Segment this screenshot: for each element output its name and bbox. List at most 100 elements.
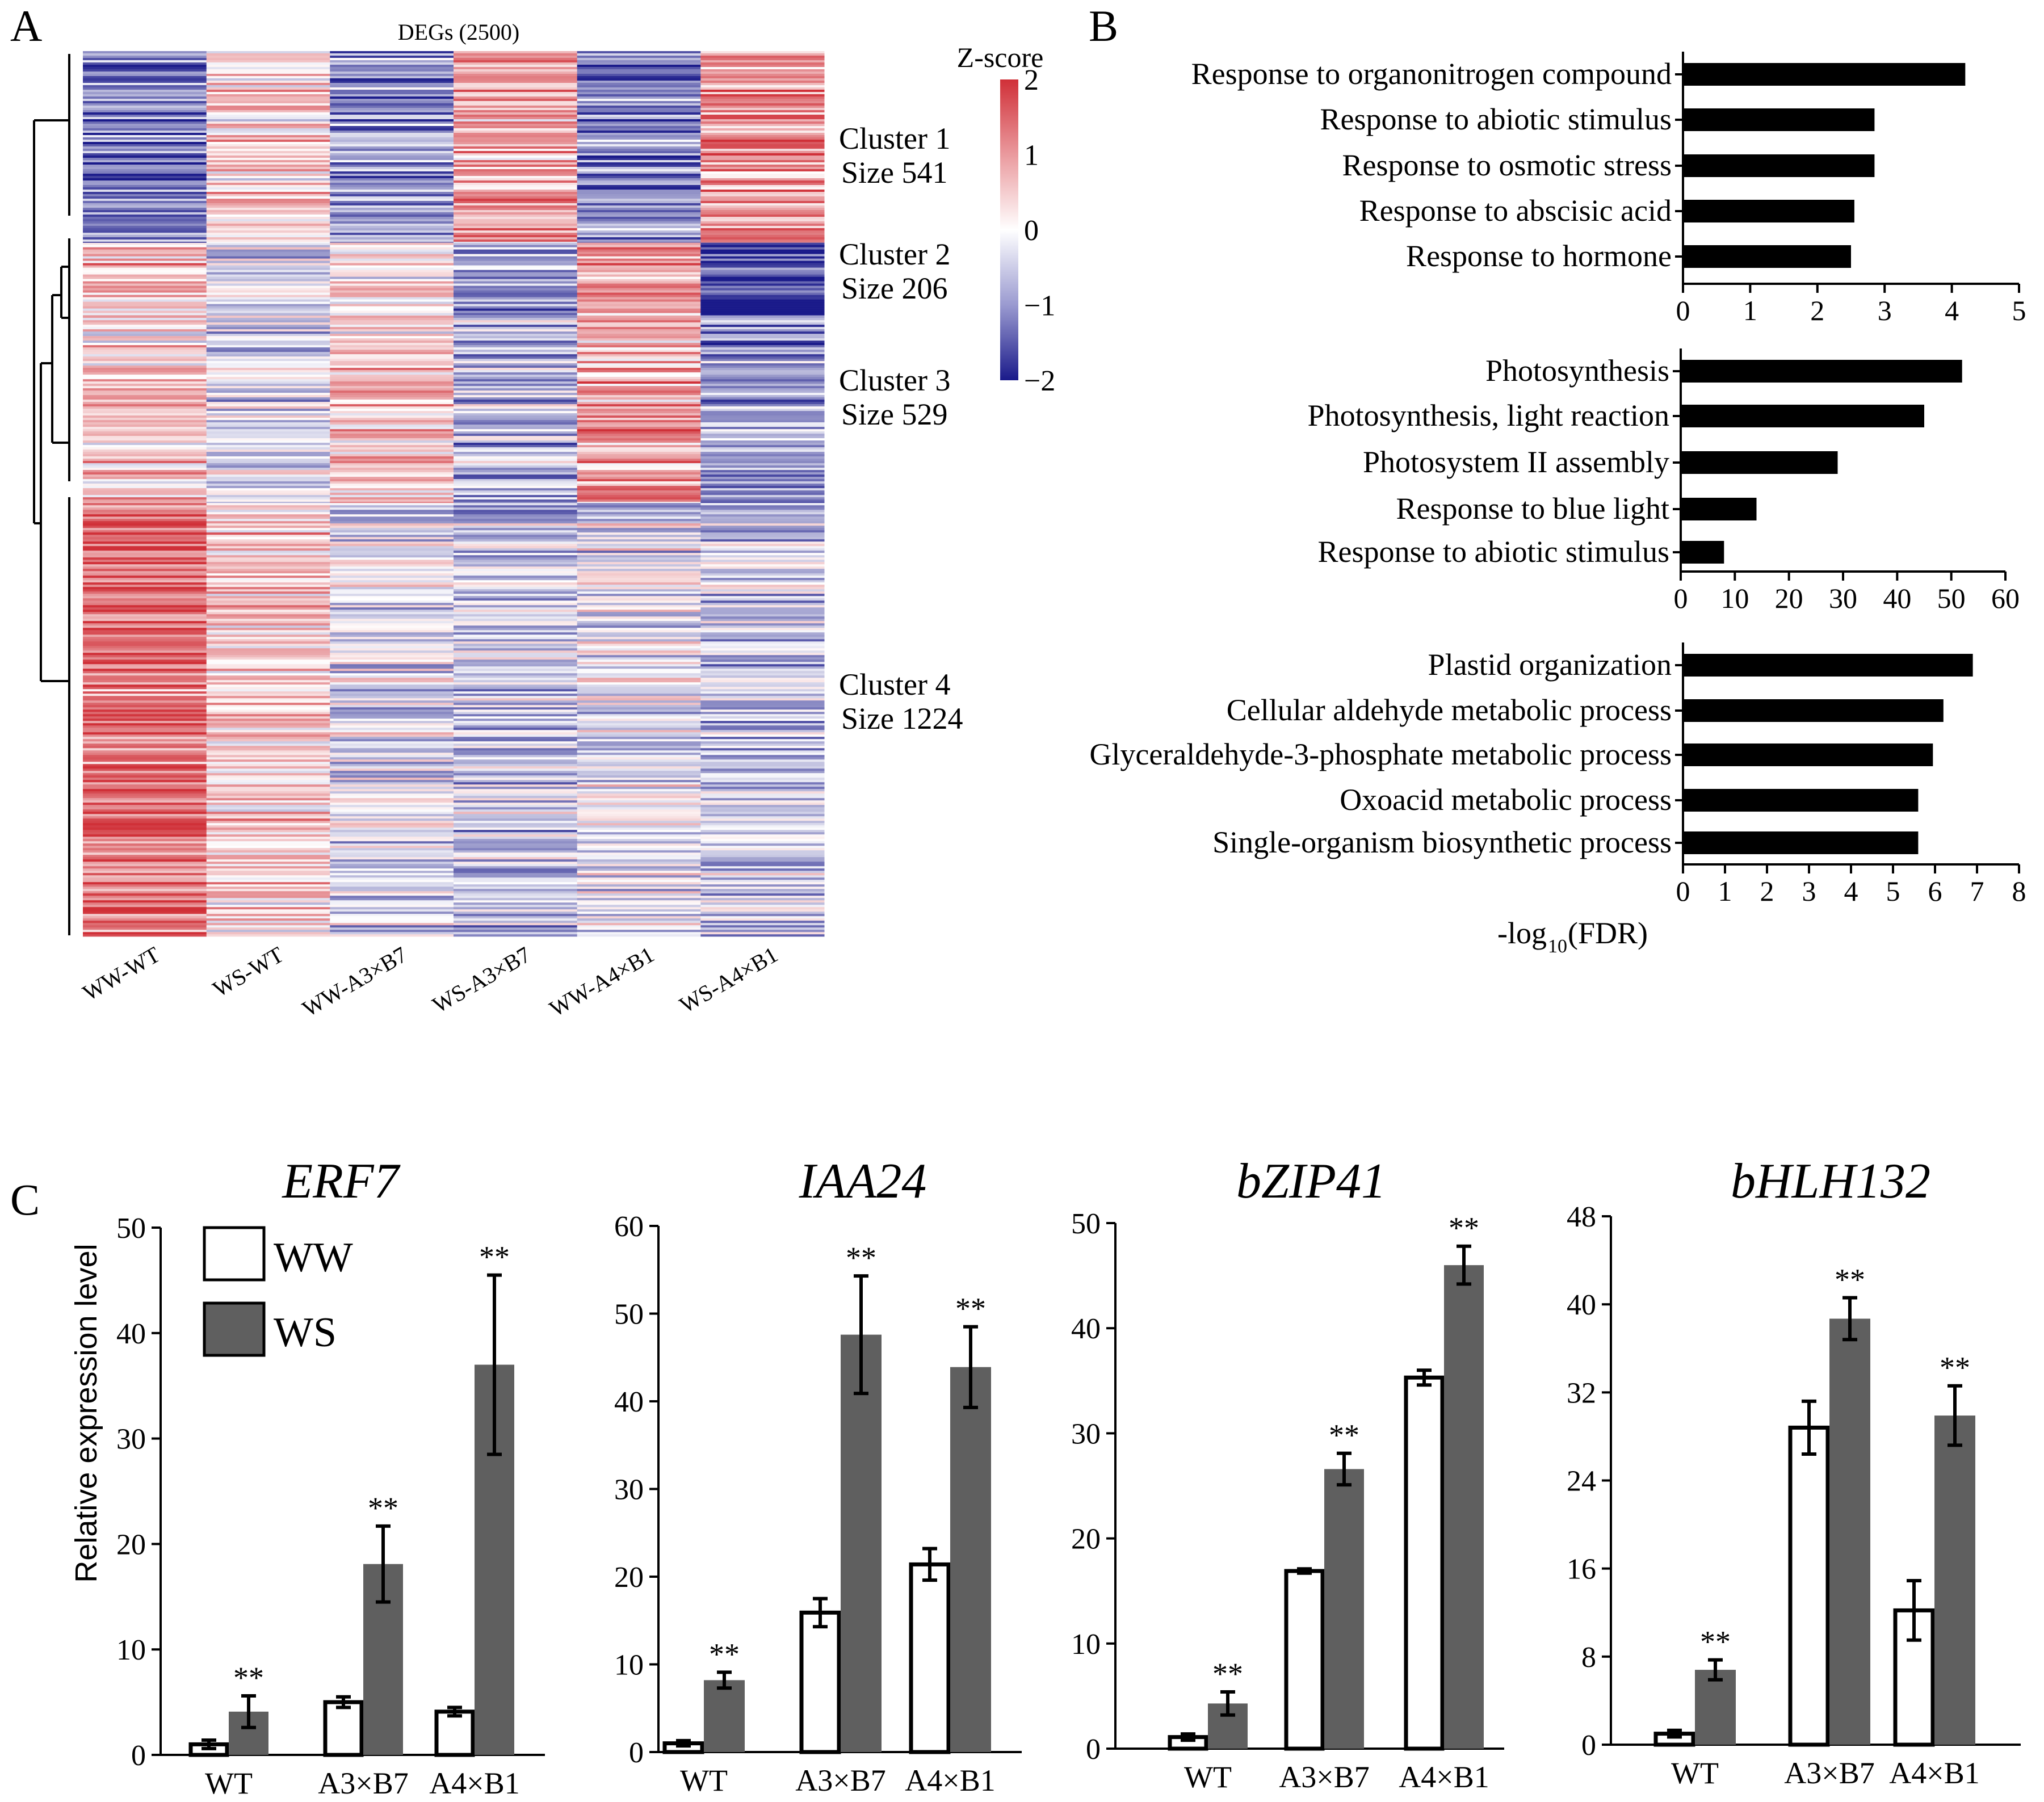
significance-mark: ** — [1835, 1263, 1865, 1297]
heatmap-cell — [577, 481, 701, 484]
heatmap-cell — [83, 112, 207, 115]
heatmap-cell — [700, 793, 825, 796]
heatmap-cell — [206, 716, 330, 719]
heatmap-cell — [330, 415, 454, 418]
heatmap-cell — [83, 798, 207, 801]
heatmap-cell — [577, 425, 701, 427]
heatmap-cell — [206, 780, 330, 783]
bar-ww — [799, 1610, 841, 1754]
heatmap-cell — [206, 386, 330, 389]
heatmap-cell — [700, 331, 825, 334]
heatmap-cell — [454, 254, 578, 257]
heatmap-cell — [206, 648, 330, 651]
heatmap-cell — [454, 131, 578, 133]
heatmap-cell — [454, 641, 578, 644]
heatmap-cell — [700, 486, 825, 489]
heatmap-cell — [577, 716, 701, 719]
heatmap-cell — [700, 366, 825, 368]
heatmap-cell — [330, 600, 454, 603]
heatmap-cell — [577, 242, 701, 245]
heatmap-cell — [454, 274, 578, 277]
heatmap-cell — [330, 297, 454, 300]
heatmap-cell — [206, 194, 330, 197]
heatmap-cell — [454, 345, 578, 348]
heatmap-cell — [330, 115, 454, 117]
heatmap-cell — [83, 499, 207, 502]
heatmap-cell — [330, 440, 454, 443]
go-term-label: Glyceraldehyde-3-phosphate metabolic pro… — [1089, 737, 1672, 771]
heatmap-cell — [700, 902, 825, 905]
heatmap-cell — [206, 256, 330, 259]
heatmap-cell — [330, 698, 454, 701]
heatmap-cell — [206, 703, 330, 705]
heatmap-cell — [206, 366, 330, 368]
heatmap-cell — [700, 276, 825, 279]
heatmap-cell — [700, 477, 825, 480]
heatmap-cell — [330, 859, 454, 862]
heatmap-cell — [700, 454, 825, 457]
heatmap-cell — [454, 484, 578, 486]
heatmap-cell — [206, 74, 330, 77]
heatmap-cell — [206, 614, 330, 617]
heatmap-cell — [206, 395, 330, 398]
heatmap-cell — [700, 62, 825, 65]
heatmap-cell — [454, 598, 578, 601]
heatmap-cell — [330, 721, 454, 724]
heatmap-cell — [83, 557, 207, 560]
heatmap-cell — [700, 582, 825, 585]
heatmap-cell — [330, 316, 454, 318]
heatmap-cell — [206, 133, 330, 136]
heatmap-cell — [577, 270, 701, 272]
heatmap-cell — [454, 219, 578, 222]
heatmap-cell — [454, 703, 578, 705]
heatmap-cell — [577, 90, 701, 93]
heatmap-cell — [206, 499, 330, 502]
heatmap-cell — [83, 235, 207, 238]
heatmap-cell — [454, 318, 578, 321]
heatmap-cell — [700, 514, 825, 517]
heatmap-cell — [83, 719, 207, 721]
heatmap-cell — [330, 434, 454, 436]
heatmap-cell — [700, 778, 825, 780]
heatmap-cell — [577, 400, 701, 402]
heatmap-cell — [206, 766, 330, 769]
heatmap-cell — [83, 746, 207, 749]
heatmap-cell — [454, 96, 578, 99]
heatmap-cell — [83, 422, 207, 425]
heatmap-cell — [206, 400, 330, 402]
heatmap-cell — [83, 440, 207, 443]
heatmap-cell — [454, 916, 578, 919]
heatmap-cell — [206, 215, 330, 217]
heatmap-cell — [700, 573, 825, 576]
heatmap-column-label: WS-A3×B7 — [428, 942, 535, 1018]
heatmap-cell — [577, 81, 701, 83]
heatmap-cell — [577, 696, 701, 699]
heatmap-cell — [330, 103, 454, 106]
heatmap-cell — [454, 461, 578, 464]
heatmap-cell — [577, 712, 701, 715]
heatmap-cell — [700, 744, 825, 746]
heatmap-cell — [330, 397, 454, 400]
heatmap-cell — [577, 569, 701, 572]
heatmap-cell — [83, 653, 207, 656]
heatmap-cell — [577, 263, 701, 266]
heatmap-cell — [330, 784, 454, 787]
heatmap-cell — [454, 716, 578, 719]
heatmap-cell — [206, 431, 330, 434]
heatmap-cell — [206, 228, 330, 231]
heatmap-cell — [577, 578, 701, 581]
heatmap-cell — [577, 415, 701, 418]
heatmap-cell — [577, 60, 701, 63]
heatmap-cell — [83, 409, 207, 411]
heatmap-cell — [330, 694, 454, 696]
heatmap-cell — [330, 463, 454, 466]
heatmap-cell — [700, 775, 825, 778]
heatmap-cell — [577, 304, 701, 306]
heatmap-cell — [330, 96, 454, 99]
heatmap-cell — [83, 791, 207, 794]
heatmap-cell — [700, 891, 825, 894]
heatmap-cell — [206, 481, 330, 484]
heatmap-cell — [454, 402, 578, 405]
heatmap-cell — [577, 233, 701, 236]
heatmap-cell — [83, 443, 207, 446]
